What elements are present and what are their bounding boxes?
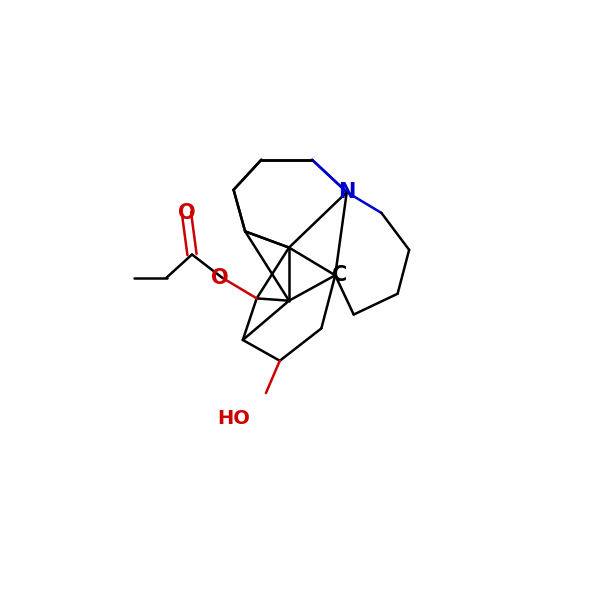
Text: N: N — [338, 182, 355, 202]
Text: O: O — [178, 203, 195, 223]
Text: HO: HO — [217, 409, 250, 428]
Text: O: O — [211, 268, 229, 287]
Text: C: C — [332, 265, 347, 285]
